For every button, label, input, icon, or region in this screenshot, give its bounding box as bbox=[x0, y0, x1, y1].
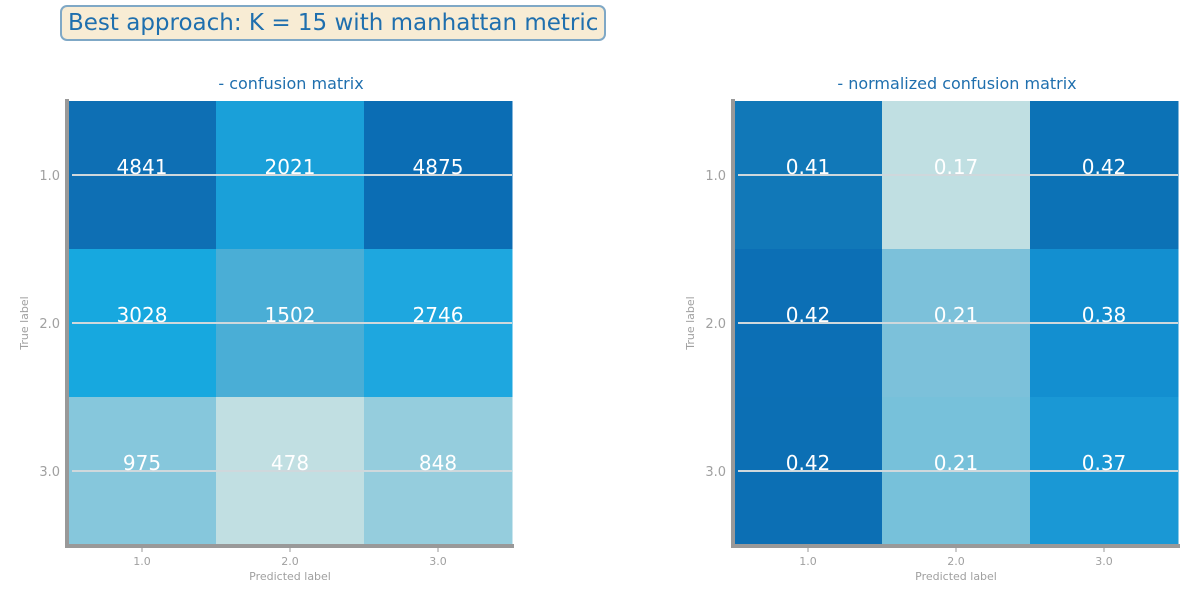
chart-2-title: - normalized confusion matrix bbox=[837, 74, 1076, 93]
chart-1-value-label-r3-c1: 975 bbox=[123, 451, 161, 475]
chart-2-x-tick-label-1: 1.0 bbox=[799, 555, 817, 568]
chart-1-x-tick-label-2: 2.0 bbox=[281, 555, 299, 568]
chart-1-y-tick-label-3: 3.0 bbox=[39, 465, 60, 480]
chart-1-y-tick-label-2: 2.0 bbox=[39, 317, 60, 332]
chart-1-value-label-r1-c1: 4841 bbox=[117, 155, 168, 179]
chart-1-value-label-r1-c3: 4875 bbox=[413, 155, 464, 179]
chart-2-value-label-r2-c2: 0.21 bbox=[934, 303, 979, 327]
chart-2-value-label-r3-c1: 0.42 bbox=[786, 451, 831, 475]
chart-2-value-label-r2-c1: 0.42 bbox=[786, 303, 831, 327]
figure-suptitle-box: Best approach: K = 15 with manhattan met… bbox=[60, 5, 607, 41]
chart-1-title: - confusion matrix bbox=[218, 74, 363, 93]
chart-2-value-label-r1-c1: 0.41 bbox=[786, 155, 831, 179]
chart-1-x-tick-label-3: 3.0 bbox=[429, 555, 447, 568]
chart-1-value-label-r2-c3: 2746 bbox=[413, 303, 464, 327]
chart-2-x-tick-label-3: 3.0 bbox=[1095, 555, 1113, 568]
chart-2-y-axis-label: True label bbox=[684, 296, 697, 350]
chart-1-value-label-r2-c1: 3028 bbox=[117, 303, 168, 327]
chart-2-value-label-r3-c2: 0.21 bbox=[934, 451, 979, 475]
chart-2-y-tick-label-1: 1.0 bbox=[705, 169, 726, 184]
chart-2-value-label-r1-c2: 0.17 bbox=[934, 155, 979, 179]
chart-2-y-tick-label-3: 3.0 bbox=[705, 465, 726, 480]
chart-1-y-tick-label-1: 1.0 bbox=[39, 169, 60, 184]
chart-2-value-label-r3-c3: 0.37 bbox=[1082, 451, 1127, 475]
chart-1-x-axis-label: Predicted label bbox=[249, 570, 331, 583]
chart-2-x-axis-label: Predicted label bbox=[915, 570, 997, 583]
figure-suptitle: Best approach: K = 15 with manhattan met… bbox=[68, 10, 599, 36]
chart-2-value-label-r2-c3: 0.38 bbox=[1082, 303, 1127, 327]
chart-2-y-tick-label-2: 2.0 bbox=[705, 317, 726, 332]
chart-2-value-label-r1-c3: 0.42 bbox=[1082, 155, 1127, 179]
chart-1-value-label-r2-c2: 1502 bbox=[265, 303, 316, 327]
chart-1-y-axis-label: True label bbox=[18, 296, 31, 350]
chart-1-value-label-r1-c2: 2021 bbox=[265, 155, 316, 179]
chart-2-x-tick-label-2: 2.0 bbox=[947, 555, 965, 568]
chart-1-value-label-r3-c2: 478 bbox=[271, 451, 309, 475]
chart-1-value-label-r3-c3: 848 bbox=[419, 451, 457, 475]
chart-1-x-tick-label-1: 1.0 bbox=[133, 555, 151, 568]
